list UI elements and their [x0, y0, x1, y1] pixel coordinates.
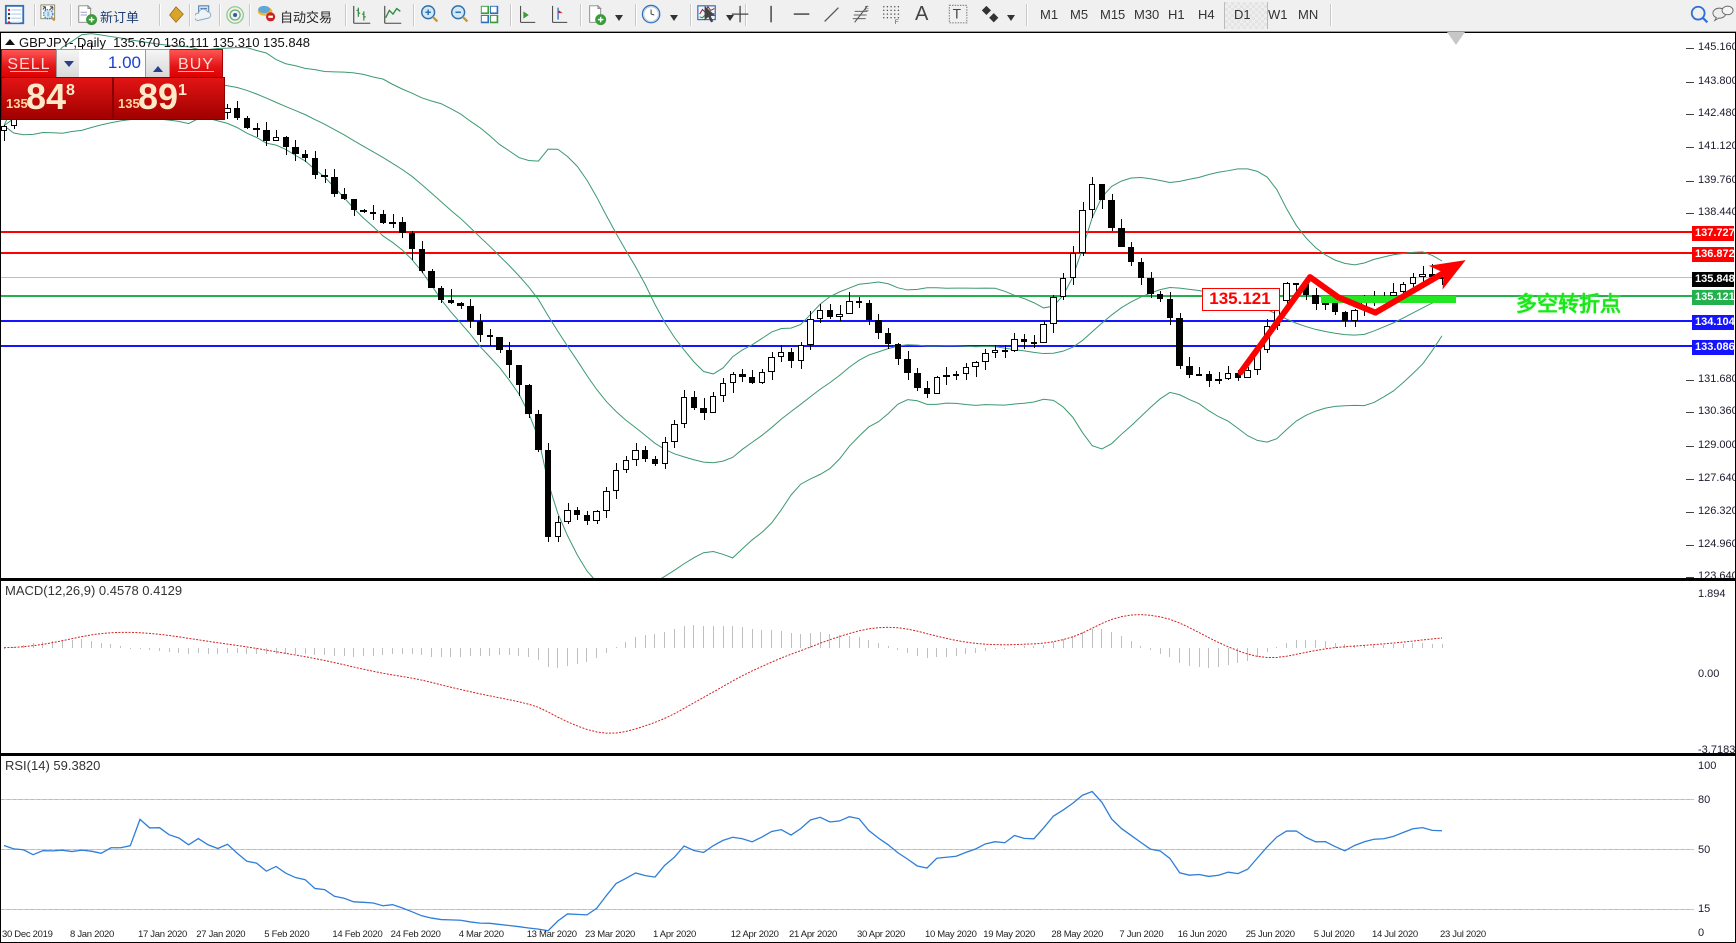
svg-text:F: F [895, 19, 899, 26]
svg-text:E: E [865, 5, 869, 12]
svg-text:T: T [953, 7, 962, 22]
